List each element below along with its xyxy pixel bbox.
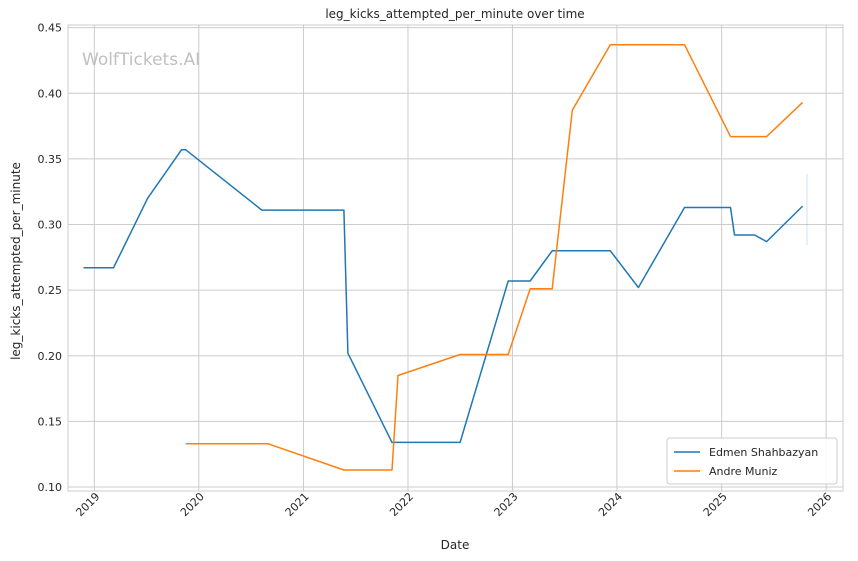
y-axis-title: leg_kicks_attempted_per_minute xyxy=(9,162,23,360)
legend-box xyxy=(666,437,838,485)
legend: Edmen Shahbazyan Andre Muniz xyxy=(666,437,838,485)
chart-title: leg_kicks_attempted_per_minute over time xyxy=(325,7,584,21)
y-tick-label: 0.30 xyxy=(38,219,63,232)
y-tick-label: 0.45 xyxy=(38,22,63,35)
watermark: WolfTickets.AI xyxy=(82,50,200,70)
y-axis-ticks: 0.10 0.15 0.20 0.25 0.30 0.35 0.40 0.45 xyxy=(38,22,63,494)
y-tick-label: 0.25 xyxy=(38,284,63,297)
series-line-1 xyxy=(185,43,804,471)
y-tick-label: 0.15 xyxy=(38,415,63,428)
legend-label-0: Edmen Shahbazyan xyxy=(709,446,818,459)
series-line-0 xyxy=(83,148,804,444)
y-tick-label: 0.10 xyxy=(38,481,63,494)
y-tick-label: 0.40 xyxy=(38,87,63,100)
series-lines xyxy=(83,43,804,471)
plot-area-frame xyxy=(67,24,844,492)
legend-label-1: Andre Muniz xyxy=(709,465,778,478)
y-tick-label: 0.35 xyxy=(38,153,63,166)
x-axis-title: Date xyxy=(441,538,470,552)
y-tick-label: 0.20 xyxy=(38,350,63,363)
